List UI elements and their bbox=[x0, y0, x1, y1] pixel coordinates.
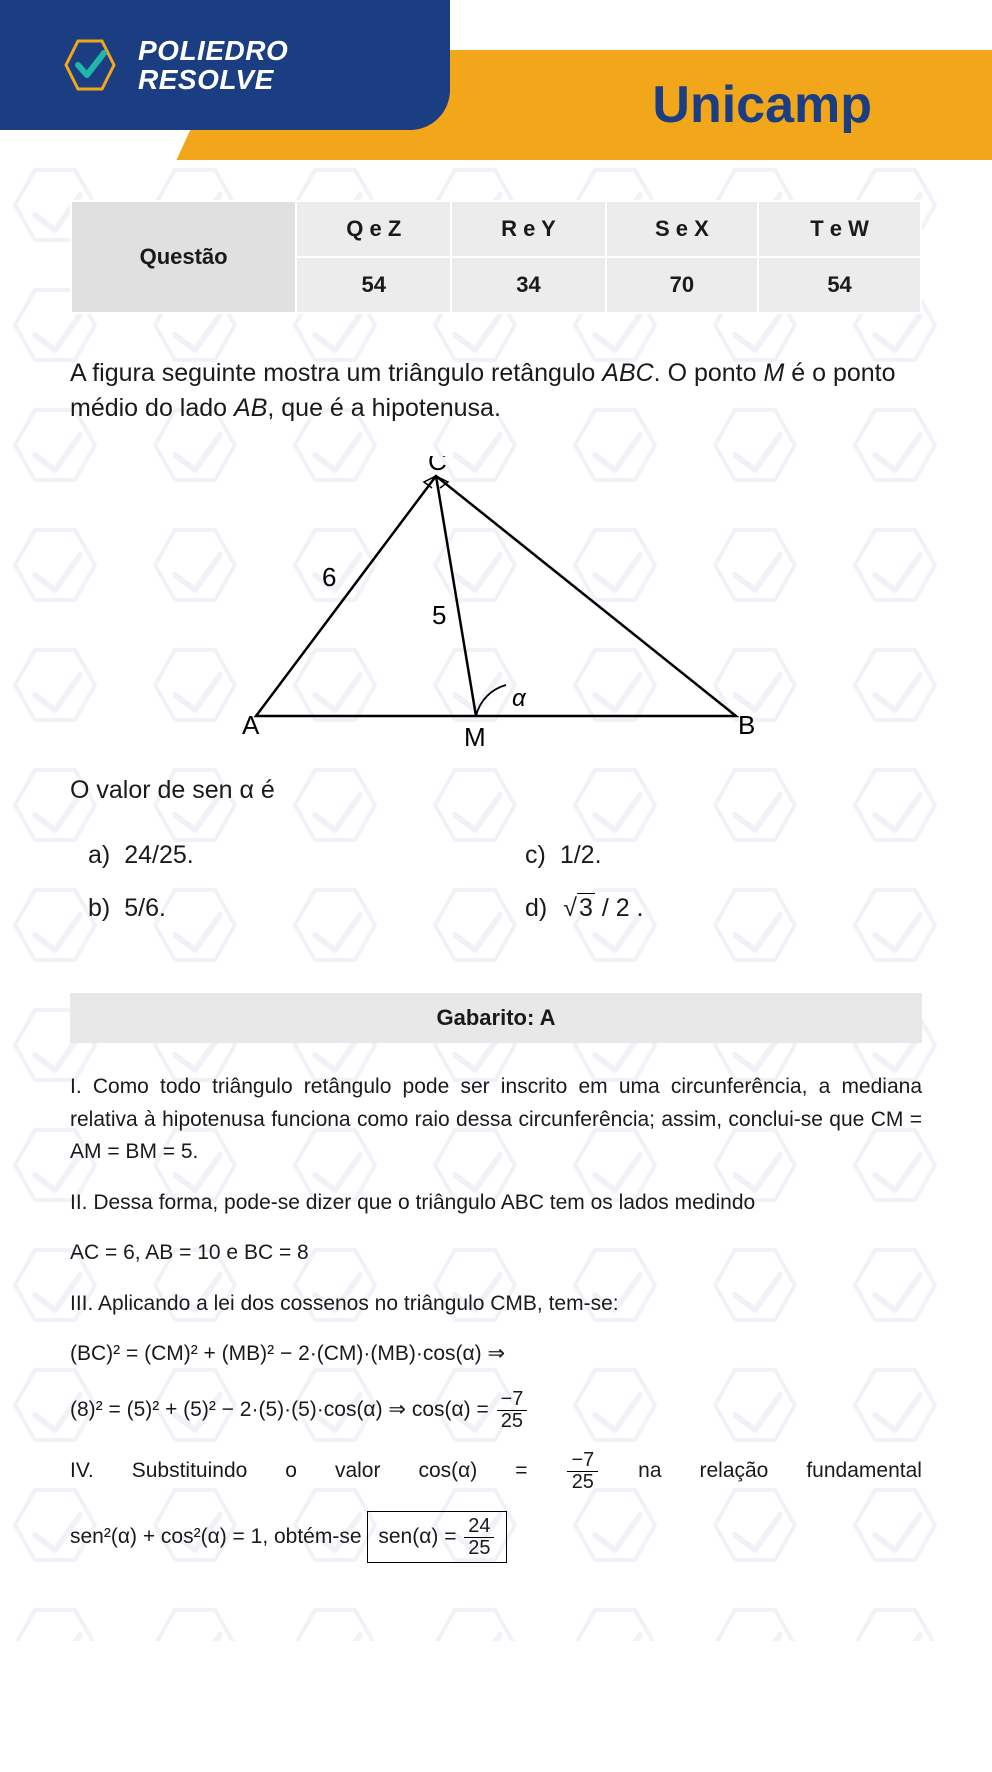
option-c-key: c) bbox=[525, 841, 546, 870]
sol-p5-g: fundamental bbox=[806, 1459, 922, 1482]
table-val-2: 70 bbox=[606, 257, 759, 313]
sol-p6: sen²(α) + cos²(α) = 1, obtém-se sen(α) =… bbox=[70, 1511, 922, 1564]
fig-side-ac: 6 bbox=[322, 562, 336, 592]
table-col-0: Q e Z bbox=[296, 201, 451, 257]
solution-body: I. Como todo triângulo retângulo pode se… bbox=[70, 1071, 922, 1563]
question-prompt: O valor de sen α é bbox=[70, 776, 922, 805]
page-header: Unicamp POLIEDRO RESOLVE bbox=[0, 0, 992, 160]
sol-p5-a: IV. bbox=[70, 1459, 94, 1482]
option-d-root: 3 bbox=[577, 893, 595, 922]
option-d: d) 3 / 2 . bbox=[525, 894, 922, 923]
sol-p5-e: na bbox=[638, 1459, 661, 1482]
answer-options: a) 24/25. c) 1/2. b) 5/6. d) 3 / 2 . bbox=[70, 841, 922, 923]
problem-text-2: . O ponto bbox=[654, 359, 764, 387]
brand-line1: POLIEDRO bbox=[138, 36, 288, 65]
option-a: a) 24/25. bbox=[88, 841, 485, 870]
sol-p6-lhs: sen²(α) + cos²(α) = 1, obtém-se bbox=[70, 1525, 367, 1548]
sol-eq2-num: −7 bbox=[497, 1389, 528, 1411]
fig-label-M: M bbox=[464, 722, 486, 752]
table-val-1: 34 bbox=[451, 257, 605, 313]
sol-eq1: (BC)² = (CM)² + (MB)² − 2·(CM)·(MB)·cos(… bbox=[70, 1338, 922, 1371]
sol-p5: IV. Substituindo o valor cos(α) = −725 n… bbox=[70, 1450, 922, 1493]
problem-text-4: , que é a hipotenusa. bbox=[267, 394, 501, 422]
sol-p6-boxed-lhs: sen(α) = bbox=[378, 1525, 462, 1548]
table-col-3: T e W bbox=[758, 201, 921, 257]
answer-key: Gabarito: A bbox=[70, 993, 922, 1043]
option-b-val: 5/6. bbox=[124, 894, 166, 923]
table-val-3: 54 bbox=[758, 257, 921, 313]
logo-icon bbox=[60, 35, 120, 95]
sol-p5-b: Substituindo bbox=[132, 1459, 248, 1482]
brand-line2: RESOLVE bbox=[138, 65, 288, 94]
problem-statement: A figura seguinte mostra um triângulo re… bbox=[70, 356, 922, 426]
table-val-0: 54 bbox=[296, 257, 451, 313]
fig-label-C: C bbox=[428, 456, 447, 476]
sol-p6-den: 25 bbox=[464, 1538, 494, 1559]
fig-label-B: B bbox=[738, 710, 755, 740]
sol-p5-num: −7 bbox=[567, 1450, 598, 1472]
sol-p6-num: 24 bbox=[464, 1516, 494, 1538]
problem-ab: AB bbox=[234, 394, 267, 422]
brand-text: POLIEDRO RESOLVE bbox=[138, 36, 288, 95]
sol-p1: I. Como todo triângulo retângulo pode se… bbox=[70, 1071, 922, 1169]
sol-p6-boxed: sen(α) = 2425 bbox=[367, 1511, 507, 1564]
sol-p4: III. Aplicando a lei dos cossenos no tri… bbox=[70, 1288, 922, 1321]
option-b-key: b) bbox=[88, 894, 110, 923]
sol-p2: II. Dessa forma, pode-se dizer que o tri… bbox=[70, 1187, 922, 1220]
table-col-1: R e Y bbox=[451, 201, 605, 257]
fig-label-alpha: α bbox=[512, 685, 527, 712]
sol-p5-cos: cos(α) = −725 bbox=[418, 1459, 638, 1482]
sol-p5-d: valor bbox=[335, 1459, 381, 1482]
option-c-val: 1/2. bbox=[560, 841, 602, 870]
sol-eq2-frac: −7 25 bbox=[497, 1389, 528, 1432]
table-rowlabel: Questão bbox=[71, 201, 296, 313]
sol-eq2-lhs: (8)² = (5)² + (5)² − 2·(5)·(5)·cos(α) ⇒ … bbox=[70, 1398, 495, 1421]
option-d-suffix: / 2 . bbox=[595, 894, 644, 922]
problem-text-1: A figura seguinte mostra um triângulo re… bbox=[70, 359, 602, 387]
sol-p3: AC = 6, AB = 10 e BC = 8 bbox=[70, 1237, 922, 1270]
problem-m: M bbox=[763, 359, 784, 387]
fig-label-A: A bbox=[242, 710, 260, 740]
option-a-key: a) bbox=[88, 841, 110, 870]
sol-p5-cos-lhs: cos(α) = bbox=[418, 1459, 565, 1482]
triangle-figure: A B C M α 6 5 bbox=[70, 456, 922, 756]
header-banner-blue: POLIEDRO RESOLVE bbox=[0, 0, 450, 130]
option-b: b) 5/6. bbox=[88, 894, 485, 923]
sol-p5-den: 25 bbox=[568, 1472, 598, 1493]
fig-median-cm: 5 bbox=[432, 600, 446, 630]
banner-title: Unicamp bbox=[652, 75, 872, 135]
sol-eq2-den: 25 bbox=[497, 1411, 527, 1432]
sol-eq2: (8)² = (5)² + (5)² − 2·(5)·(5)·cos(α) ⇒ … bbox=[70, 1389, 922, 1432]
option-d-val: 3 / 2 . bbox=[561, 894, 643, 923]
option-d-key: d) bbox=[525, 894, 547, 923]
option-a-val: 24/25. bbox=[124, 841, 194, 870]
sol-p5-f: relação bbox=[699, 1459, 768, 1482]
problem-abc: ABC bbox=[602, 359, 653, 387]
table-col-2: S e X bbox=[606, 201, 759, 257]
question-table: Questão Q e Z R e Y S e X T e W 54 34 70… bbox=[70, 200, 922, 314]
sol-p5-c: o bbox=[285, 1459, 297, 1482]
option-c: c) 1/2. bbox=[525, 841, 922, 870]
